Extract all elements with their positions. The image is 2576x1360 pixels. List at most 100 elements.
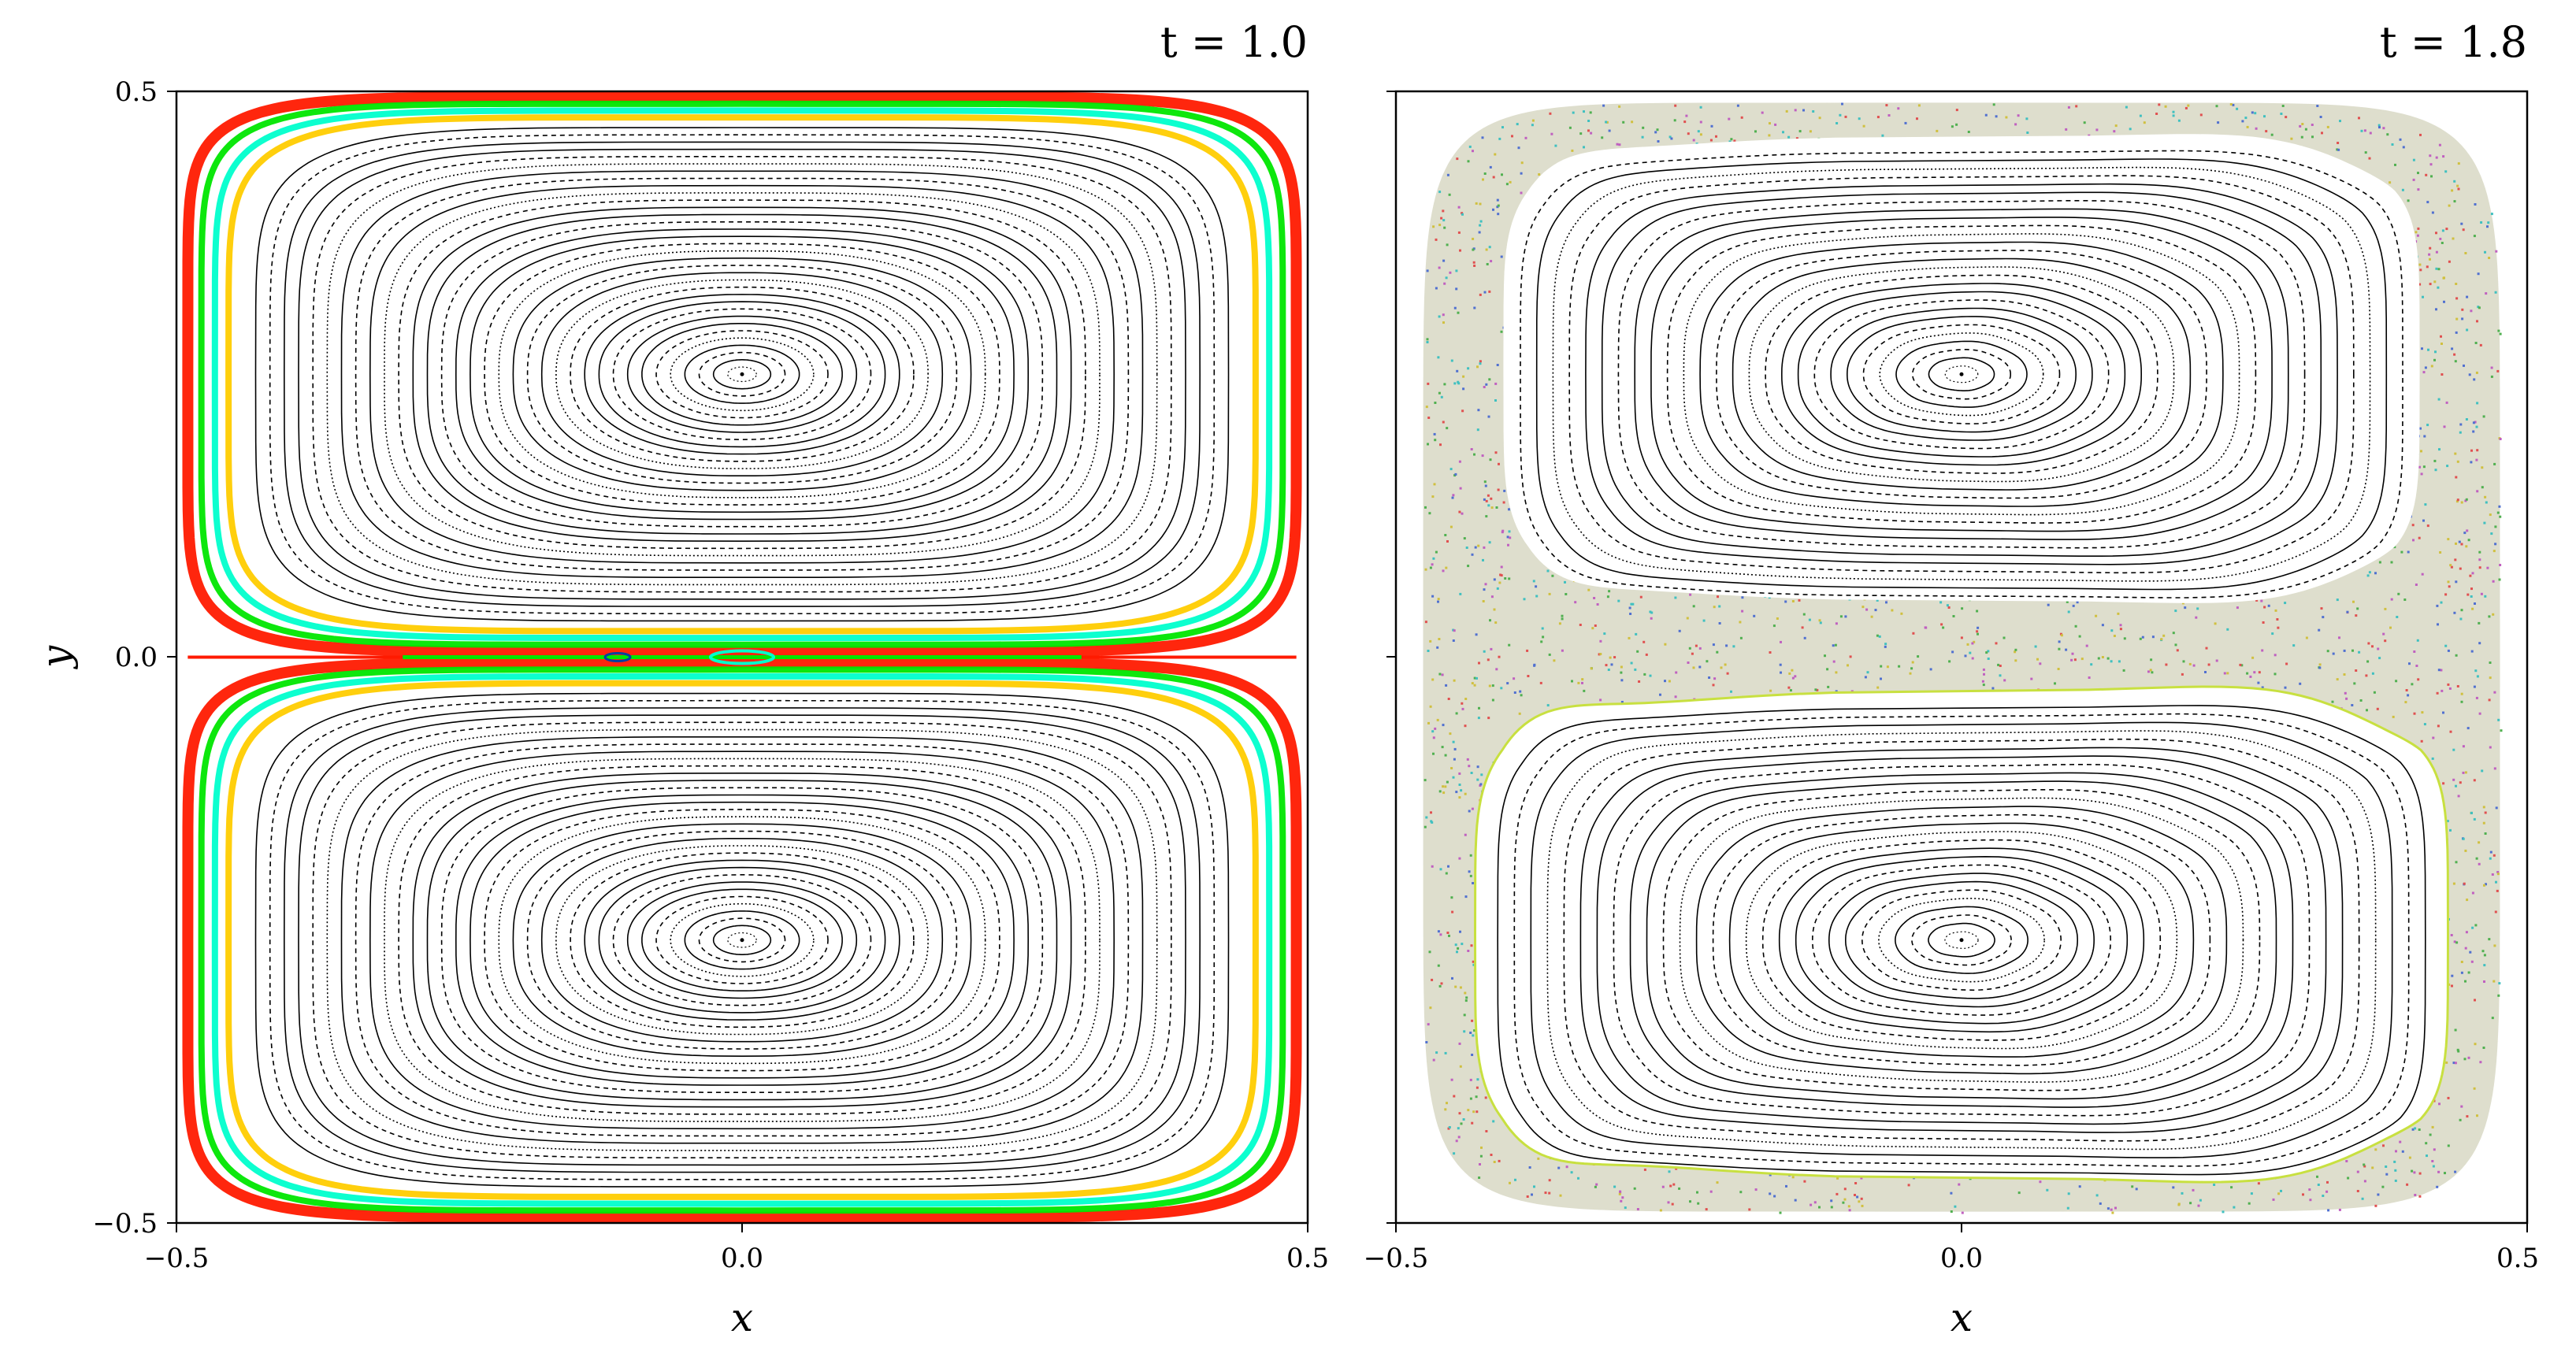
- chaotic-point: [2447, 538, 2450, 541]
- chaotic-point: [1596, 603, 1599, 606]
- chaotic-point: [2496, 871, 2500, 873]
- chaotic-point: [2026, 132, 2029, 134]
- chaotic-point: [2490, 213, 2493, 216]
- chaotic-point: [2474, 342, 2478, 344]
- chaotic-point: [1780, 671, 1782, 674]
- chaotic-point: [2481, 486, 2484, 489]
- chaotic-point: [1602, 104, 1605, 107]
- chaotic-point: [1477, 544, 1480, 547]
- chaotic-point: [2482, 1047, 2485, 1049]
- chaotic-point: [1664, 680, 1666, 683]
- chaotic-point: [1802, 613, 1806, 616]
- chaotic-point: [1508, 508, 1510, 511]
- chaotic-point: [2199, 113, 2203, 117]
- chaotic-point: [1848, 1209, 1851, 1212]
- y-tick-label: −0.5: [92, 1208, 158, 1240]
- chaotic-point: [1561, 617, 1564, 621]
- chaotic-point: [2135, 1188, 2138, 1191]
- chaotic-point: [1605, 120, 1608, 124]
- chaotic-point: [1489, 458, 1492, 461]
- chaotic-point: [2460, 700, 2463, 703]
- chaotic-point: [2470, 449, 2473, 452]
- chaotic-point: [1480, 1146, 1483, 1149]
- chaotic-point: [1548, 1191, 1551, 1195]
- chaotic-point: [2455, 580, 2458, 584]
- chaotic-point: [1487, 415, 1490, 418]
- chaotic-point: [2424, 503, 2427, 506]
- chaotic-point: [1432, 752, 1435, 755]
- chaotic-point: [2453, 180, 2456, 183]
- chaotic-point: [2451, 974, 2454, 977]
- chaotic-point: [2345, 697, 2348, 700]
- chaotic-point: [1650, 617, 1653, 620]
- chaotic-point: [2411, 1128, 2415, 1131]
- chaotic-point: [1498, 137, 1501, 140]
- chaotic-point: [1476, 1078, 1479, 1081]
- chaotic-point: [2070, 658, 2073, 661]
- chaotic-point: [2455, 297, 2459, 300]
- chaotic-point: [2181, 602, 2184, 605]
- y-axis-label: y: [33, 645, 79, 669]
- chaotic-point: [2390, 561, 2393, 564]
- chaotic-point: [1716, 650, 1719, 654]
- chaotic-point: [2095, 128, 2099, 132]
- chaotic-point: [2368, 157, 2371, 160]
- chaotic-point: [1606, 595, 1609, 598]
- chaotic-point: [1482, 178, 1484, 181]
- chaotic-point: [2445, 228, 2448, 231]
- chaotic-point: [1878, 635, 1881, 638]
- chaotic-point: [2352, 600, 2355, 603]
- chaotic-point: [2488, 699, 2491, 702]
- chaotic-point: [2162, 634, 2166, 637]
- chaotic-point: [1468, 765, 1471, 768]
- chaotic-point: [1603, 632, 1606, 636]
- chaotic-point: [2110, 660, 2113, 663]
- chaotic-point: [1438, 790, 1442, 793]
- chaotic-point: [2299, 682, 2302, 685]
- chaotic-point: [1452, 639, 1455, 642]
- chaotic-point: [2320, 607, 2323, 610]
- chaotic-point: [2172, 632, 2175, 635]
- chaotic-point: [2470, 587, 2473, 591]
- chaotic-point: [1427, 650, 1430, 652]
- chaotic-point: [1498, 581, 1501, 584]
- chaotic-point: [2438, 143, 2441, 146]
- chaotic-point: [1583, 110, 1585, 113]
- chaotic-point: [1457, 1127, 1460, 1130]
- chaotic-point: [2345, 1160, 2348, 1162]
- chaotic-point: [2065, 128, 2068, 131]
- chaotic-point: [1590, 132, 1593, 135]
- chaotic-point: [1608, 129, 1611, 132]
- chaotic-point: [2447, 1096, 2450, 1099]
- chaotic-point: [2434, 469, 2437, 472]
- orbit: [584, 859, 900, 1021]
- chaotic-point: [1675, 671, 1678, 674]
- chaotic-point: [1459, 1065, 1462, 1068]
- chaotic-point: [2431, 1160, 2434, 1162]
- chaotic-band: [182, 91, 1302, 658]
- chaotic-point: [1629, 613, 1632, 615]
- chaotic-point: [2466, 899, 2469, 902]
- orbit: [684, 344, 800, 404]
- chaotic-point: [2353, 682, 2356, 685]
- orbit: [426, 780, 1058, 1101]
- chaotic-point: [2434, 350, 2437, 354]
- chaotic-point: [1788, 672, 1791, 675]
- chaotic-point: [2447, 580, 2450, 584]
- chaotic-band: [198, 100, 1286, 648]
- chaotic-point: [2267, 604, 2270, 607]
- chaotic-point: [1835, 122, 1839, 124]
- chaotic-point: [1874, 609, 1877, 612]
- chaotic-point: [2454, 1028, 2457, 1032]
- chaotic-point: [2422, 465, 2426, 469]
- chaotic-point: [2251, 111, 2254, 114]
- chaotic-point: [2437, 286, 2440, 289]
- chaotic-point: [2114, 1206, 2117, 1210]
- chaotic-point: [2453, 200, 2456, 203]
- chaotic-point: [2367, 642, 2370, 645]
- chaotic-point: [2429, 246, 2432, 250]
- chaotic-point: [2274, 609, 2277, 612]
- chaotic-point: [2459, 431, 2462, 434]
- chaotic-point: [2412, 178, 2415, 181]
- chaotic-point: [2155, 113, 2158, 115]
